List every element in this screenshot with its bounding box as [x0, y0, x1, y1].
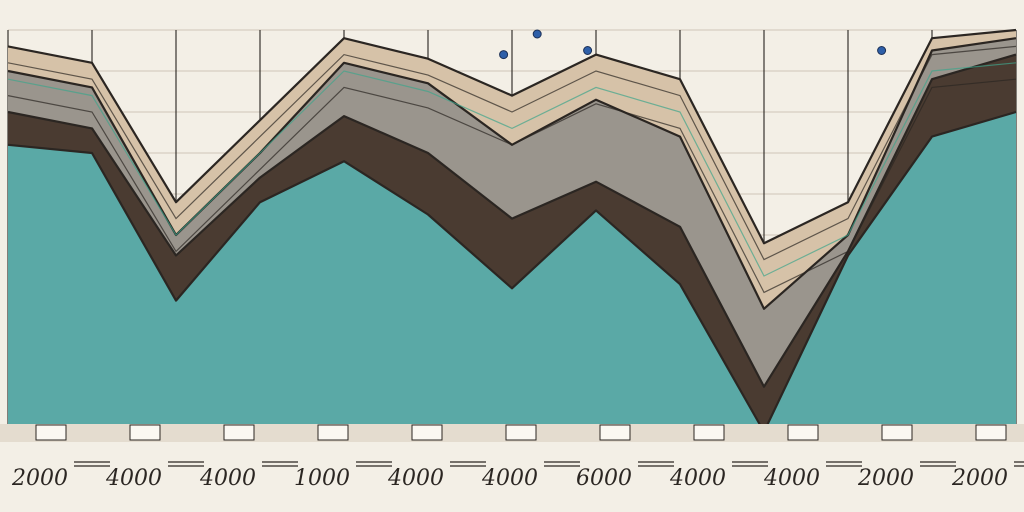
data-marker [499, 50, 509, 60]
x-tick-label: 4000 [669, 466, 726, 491]
tick-box [599, 424, 631, 441]
tick-box [975, 424, 1007, 441]
tick-box [317, 424, 349, 441]
x-tick-label: 4000 [105, 466, 162, 491]
data-marker [532, 29, 542, 39]
series-area [8, 112, 1016, 440]
sketch-line [7, 45, 1017, 261]
x-tick-label: 2000 [951, 466, 1008, 491]
tick-ornament [920, 461, 956, 467]
tick-ornament [732, 461, 768, 467]
tick-box [223, 424, 255, 441]
series-line [7, 110, 1017, 433]
tick-box [35, 424, 67, 441]
data-marker [583, 46, 593, 55]
sketch-line [7, 62, 1017, 277]
x-tick-label: 1000 [294, 466, 350, 491]
tick-ornament [262, 461, 298, 467]
tick-ornament [826, 461, 862, 467]
tick-box [129, 424, 161, 441]
x-tick-label: 6000 [576, 466, 632, 491]
tick-ornament [1014, 461, 1024, 467]
data-marker [877, 46, 887, 55]
tick-ornament [638, 461, 674, 467]
x-tick-label: 4000 [387, 466, 444, 491]
x-tick-label: 2000 [11, 466, 68, 491]
series-line [7, 28, 1017, 245]
tick-ornament [74, 461, 110, 467]
x-tick-label: 4000 [199, 466, 256, 491]
tick-box [881, 424, 913, 441]
tick-box [693, 424, 725, 441]
tick-ornament [356, 461, 392, 467]
tick-ornament [168, 461, 204, 467]
sketch-line [7, 78, 1017, 294]
tick-ornament [450, 461, 486, 467]
tick-box [505, 424, 537, 441]
tick-box [787, 424, 819, 441]
x-tick-label: 2000 [857, 466, 914, 491]
x-tick-label: 4000 [481, 466, 538, 491]
tick-box [411, 424, 443, 441]
tick-ornament [544, 461, 580, 467]
x-tick-label: 4000 [763, 466, 820, 491]
